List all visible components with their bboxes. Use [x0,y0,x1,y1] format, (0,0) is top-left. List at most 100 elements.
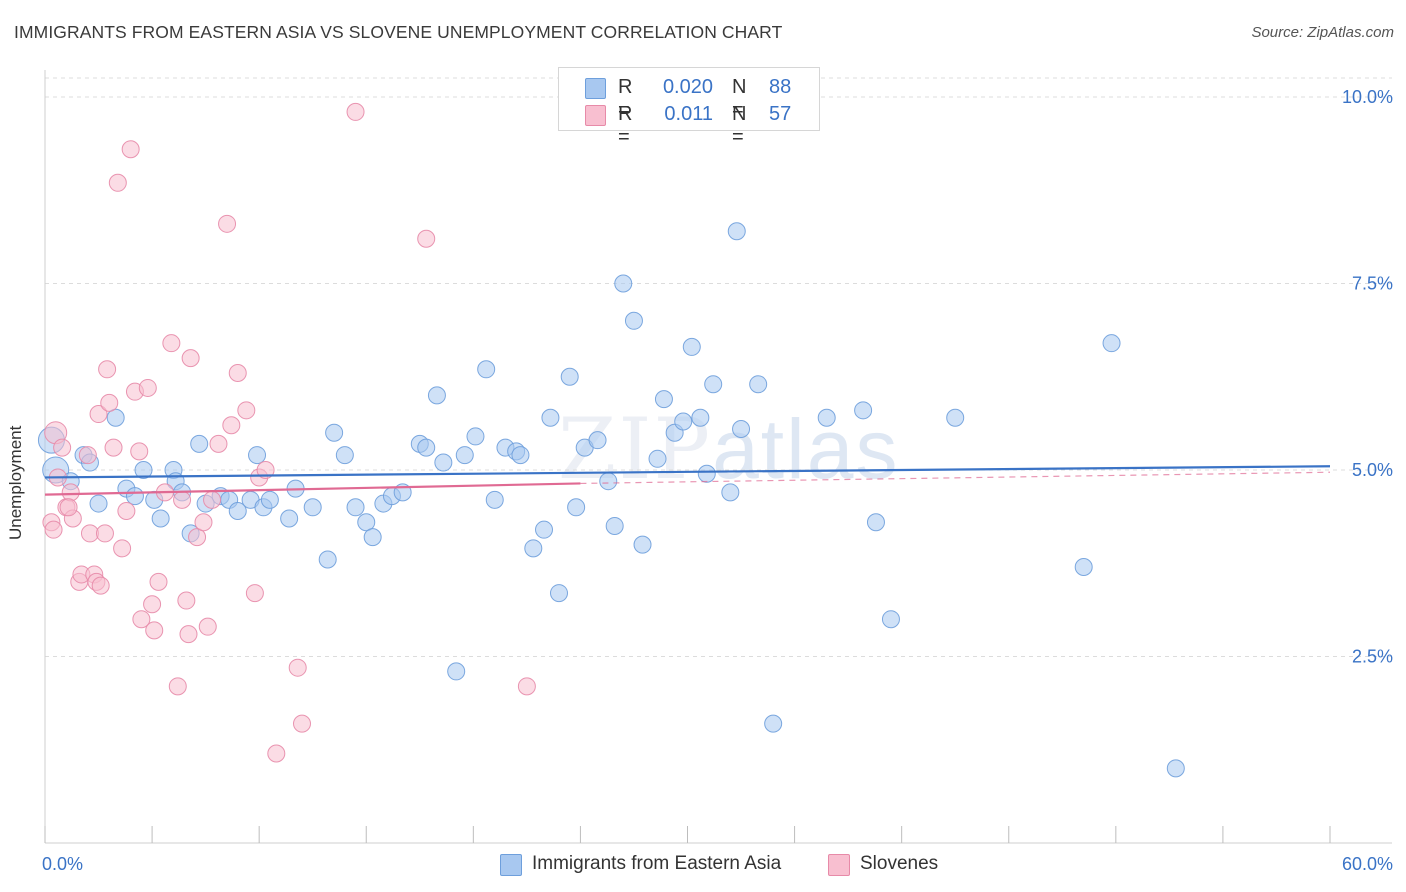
point-eastern-asia [654,390,673,409]
point-slovenes [179,625,198,644]
point-eastern-asia [417,438,436,457]
point-eastern-asia [1166,759,1185,778]
trendline-eastern-asia [44,465,1331,479]
point-eastern-asia [318,550,337,569]
point-slovenes [162,334,181,353]
point-eastern-asia [89,494,108,513]
legend-n-value: 57 [769,103,792,125]
point-slovenes [100,393,119,412]
point-slovenes [91,576,110,595]
trendline-slovenes-extension [580,471,1331,485]
point-slovenes [89,405,108,424]
source-label: Source: ZipAtlas.com [1251,24,1394,41]
bottom-legend-swatch-pink [828,854,850,876]
point-slovenes [104,438,123,457]
point-eastern-asia [455,446,474,465]
point-slovenes [61,483,80,502]
y-tick-label: 10.0% [1342,87,1393,107]
point-slovenes [222,416,241,435]
y-tick-label: 5.0% [1352,460,1393,480]
point-eastern-asia [427,386,446,405]
point-eastern-asia [605,516,624,535]
point-slovenes [288,658,307,677]
point-slovenes [517,677,536,696]
point-eastern-asia [335,446,354,465]
point-slovenes [121,140,140,159]
point-eastern-asia [732,419,751,438]
point-slovenes [173,490,192,509]
point-eastern-asia [280,509,299,528]
point-slovenes [113,539,132,558]
point-slovenes [417,229,436,248]
point-eastern-asia [325,423,344,442]
point-slovenes [177,591,196,610]
point-slovenes [145,621,164,640]
point-eastern-asia [190,434,209,453]
legend-r-value: 0.020 [662,76,713,98]
point-eastern-asia [721,483,740,502]
point-slovenes [293,714,311,733]
point-slovenes [53,438,72,457]
point-eastern-asia [535,520,554,539]
point-slovenes [218,214,237,233]
point-eastern-asia [674,412,693,431]
point-slovenes [138,378,157,397]
point-eastern-asia [541,408,560,427]
x-tick-label-max: 60.0% [1342,854,1393,874]
point-eastern-asia [228,502,247,521]
chart-title: IMMIGRANTS FROM EASTERN ASIA VS SLOVENE … [14,22,783,42]
point-eastern-asia [866,513,885,532]
point-slovenes [108,173,127,192]
point-eastern-asia [511,446,530,465]
point-eastern-asia [357,513,376,532]
point-slovenes [256,461,275,479]
point-eastern-asia [151,509,170,528]
point-eastern-asia [477,360,496,379]
point-eastern-asia [466,427,485,446]
trendline-slovenes [44,482,581,496]
point-slovenes [78,446,97,465]
point-eastern-asia [624,311,643,330]
point-slovenes [117,502,136,521]
y-tick-label: 7.5% [1352,274,1393,294]
point-slovenes [98,360,117,379]
point-eastern-asia [727,222,746,241]
y-tick-label: 2.5% [1352,647,1393,667]
point-eastern-asia [303,498,322,517]
legend-swatch-blue [585,78,606,99]
point-eastern-asia [1102,334,1121,353]
bottom-legend-label: Slovenes [860,853,939,874]
point-slovenes [237,401,256,420]
legend-n-label: N = [732,76,747,121]
point-eastern-asia [560,367,579,386]
point-eastern-asia [854,401,873,420]
point-eastern-asia [697,464,716,483]
point-slovenes [95,524,114,543]
point-eastern-asia [691,408,710,427]
point-eastern-asia [817,408,836,427]
point-eastern-asia [1074,557,1093,576]
legend-r-label: R = [618,76,633,121]
bottom-legend-label: Immigrants from Eastern Asia [532,853,782,874]
point-slovenes [209,434,228,453]
point-eastern-asia [134,461,153,479]
point-slovenes [346,102,365,121]
point-eastern-asia [946,408,965,427]
point-eastern-asia [648,449,667,468]
legend-r-value: 0.011 [664,103,713,125]
point-eastern-asia [346,498,365,517]
point-slovenes [245,584,264,603]
legend-n-label: N = [732,103,747,148]
point-slovenes [132,610,151,629]
point-eastern-asia [106,408,125,427]
point-eastern-asia [599,472,618,491]
point-eastern-asia [434,453,453,472]
legend-swatch-pink [585,105,606,126]
point-eastern-asia [588,431,607,450]
point-eastern-asia [485,490,504,509]
legend-r-label: R = [618,103,633,148]
point-slovenes [168,677,187,696]
correlation-legend: R = 0.020 N = 88 R = 0.011 N = 57 [558,67,820,148]
point-eastern-asia [248,446,267,465]
